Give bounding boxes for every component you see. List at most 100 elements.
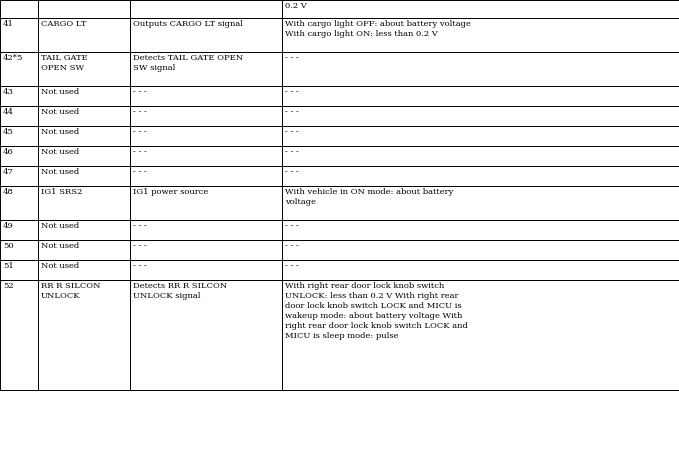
Bar xyxy=(130,106,282,126)
Text: - - -: - - - xyxy=(285,108,299,117)
Bar xyxy=(0,126,38,146)
Bar xyxy=(38,52,130,86)
Bar xyxy=(282,126,679,146)
Text: CARGO LT: CARGO LT xyxy=(41,21,86,28)
Text: - - -: - - - xyxy=(285,54,299,63)
Bar xyxy=(38,126,130,146)
Text: - - -: - - - xyxy=(285,243,299,251)
Bar xyxy=(282,52,679,86)
Bar xyxy=(282,240,679,260)
Text: With right rear door lock knob switch
UNLOCK: less than 0.2 V With right rear
do: With right rear door lock knob switch UN… xyxy=(285,283,468,339)
Bar xyxy=(38,280,130,390)
Text: - - -: - - - xyxy=(285,262,299,270)
Text: Detects TAIL GATE OPEN
SW signal: Detects TAIL GATE OPEN SW signal xyxy=(133,54,243,72)
Bar xyxy=(0,166,38,186)
Bar xyxy=(0,260,38,280)
Bar xyxy=(282,280,679,390)
Text: - - -: - - - xyxy=(133,108,147,117)
Bar xyxy=(0,52,38,86)
Text: 42*5: 42*5 xyxy=(3,54,23,63)
Text: 0.2 V: 0.2 V xyxy=(285,3,307,10)
Bar xyxy=(282,0,679,18)
Bar xyxy=(130,86,282,106)
Text: Not used: Not used xyxy=(41,148,79,157)
Text: IG1 SRS2: IG1 SRS2 xyxy=(41,189,82,197)
Text: - - -: - - - xyxy=(133,222,147,230)
Text: - - -: - - - xyxy=(285,168,299,176)
Text: - - -: - - - xyxy=(133,129,147,136)
Bar xyxy=(130,280,282,390)
Text: 51: 51 xyxy=(3,262,14,270)
Text: Detects RR R SILCON
UNLOCK signal: Detects RR R SILCON UNLOCK signal xyxy=(133,283,227,300)
Bar xyxy=(130,220,282,240)
Bar xyxy=(130,166,282,186)
Text: RR R SILCON
UNLOCK: RR R SILCON UNLOCK xyxy=(41,283,100,300)
Bar xyxy=(282,106,679,126)
Bar xyxy=(38,260,130,280)
Text: - - -: - - - xyxy=(133,262,147,270)
Bar xyxy=(38,18,130,52)
Bar xyxy=(38,220,130,240)
Bar xyxy=(38,106,130,126)
Bar xyxy=(38,240,130,260)
Text: 41: 41 xyxy=(3,21,14,28)
Bar xyxy=(282,166,679,186)
Text: Not used: Not used xyxy=(41,108,79,117)
Text: 46: 46 xyxy=(3,148,14,157)
Bar xyxy=(282,18,679,52)
Bar xyxy=(0,240,38,260)
Text: 47: 47 xyxy=(3,168,14,176)
Text: Not used: Not used xyxy=(41,168,79,176)
Bar xyxy=(130,0,282,18)
Bar xyxy=(130,52,282,86)
Bar xyxy=(0,86,38,106)
Text: Not used: Not used xyxy=(41,262,79,270)
Text: - - -: - - - xyxy=(285,148,299,157)
Text: 48: 48 xyxy=(3,189,14,197)
Text: 50: 50 xyxy=(3,243,14,251)
Bar xyxy=(0,106,38,126)
Text: Not used: Not used xyxy=(41,89,79,96)
Bar xyxy=(282,260,679,280)
Bar xyxy=(0,280,38,390)
Text: IG1 power source: IG1 power source xyxy=(133,189,208,197)
Bar xyxy=(282,146,679,166)
Text: TAIL GATE
OPEN SW: TAIL GATE OPEN SW xyxy=(41,54,88,72)
Text: Outputs CARGO LT signal: Outputs CARGO LT signal xyxy=(133,21,243,28)
Text: With vehicle in ON mode: about battery
voltage: With vehicle in ON mode: about battery v… xyxy=(285,189,454,206)
Bar xyxy=(38,0,130,18)
Bar xyxy=(0,186,38,220)
Text: Not used: Not used xyxy=(41,129,79,136)
Bar xyxy=(130,126,282,146)
Text: - - -: - - - xyxy=(285,222,299,230)
Text: Not used: Not used xyxy=(41,243,79,251)
Text: 49: 49 xyxy=(3,222,14,230)
Bar xyxy=(282,220,679,240)
Bar xyxy=(130,146,282,166)
Text: - - -: - - - xyxy=(133,168,147,176)
Bar xyxy=(130,18,282,52)
Text: - - -: - - - xyxy=(133,243,147,251)
Text: - - -: - - - xyxy=(133,89,147,96)
Bar xyxy=(130,240,282,260)
Bar xyxy=(0,220,38,240)
Bar xyxy=(0,0,38,18)
Bar xyxy=(38,146,130,166)
Text: 45: 45 xyxy=(3,129,14,136)
Text: 44: 44 xyxy=(3,108,14,117)
Text: - - -: - - - xyxy=(285,89,299,96)
Text: 43: 43 xyxy=(3,89,14,96)
Bar xyxy=(0,18,38,52)
Bar xyxy=(0,146,38,166)
Bar xyxy=(282,86,679,106)
Text: Not used: Not used xyxy=(41,222,79,230)
Bar xyxy=(282,186,679,220)
Text: - - -: - - - xyxy=(133,148,147,157)
Text: With cargo light OFF: about battery voltage
With cargo light ON: less than 0.2 V: With cargo light OFF: about battery volt… xyxy=(285,21,471,38)
Text: 52: 52 xyxy=(3,283,14,291)
Bar xyxy=(38,166,130,186)
Bar xyxy=(38,86,130,106)
Bar xyxy=(38,186,130,220)
Text: - - -: - - - xyxy=(285,129,299,136)
Bar xyxy=(130,186,282,220)
